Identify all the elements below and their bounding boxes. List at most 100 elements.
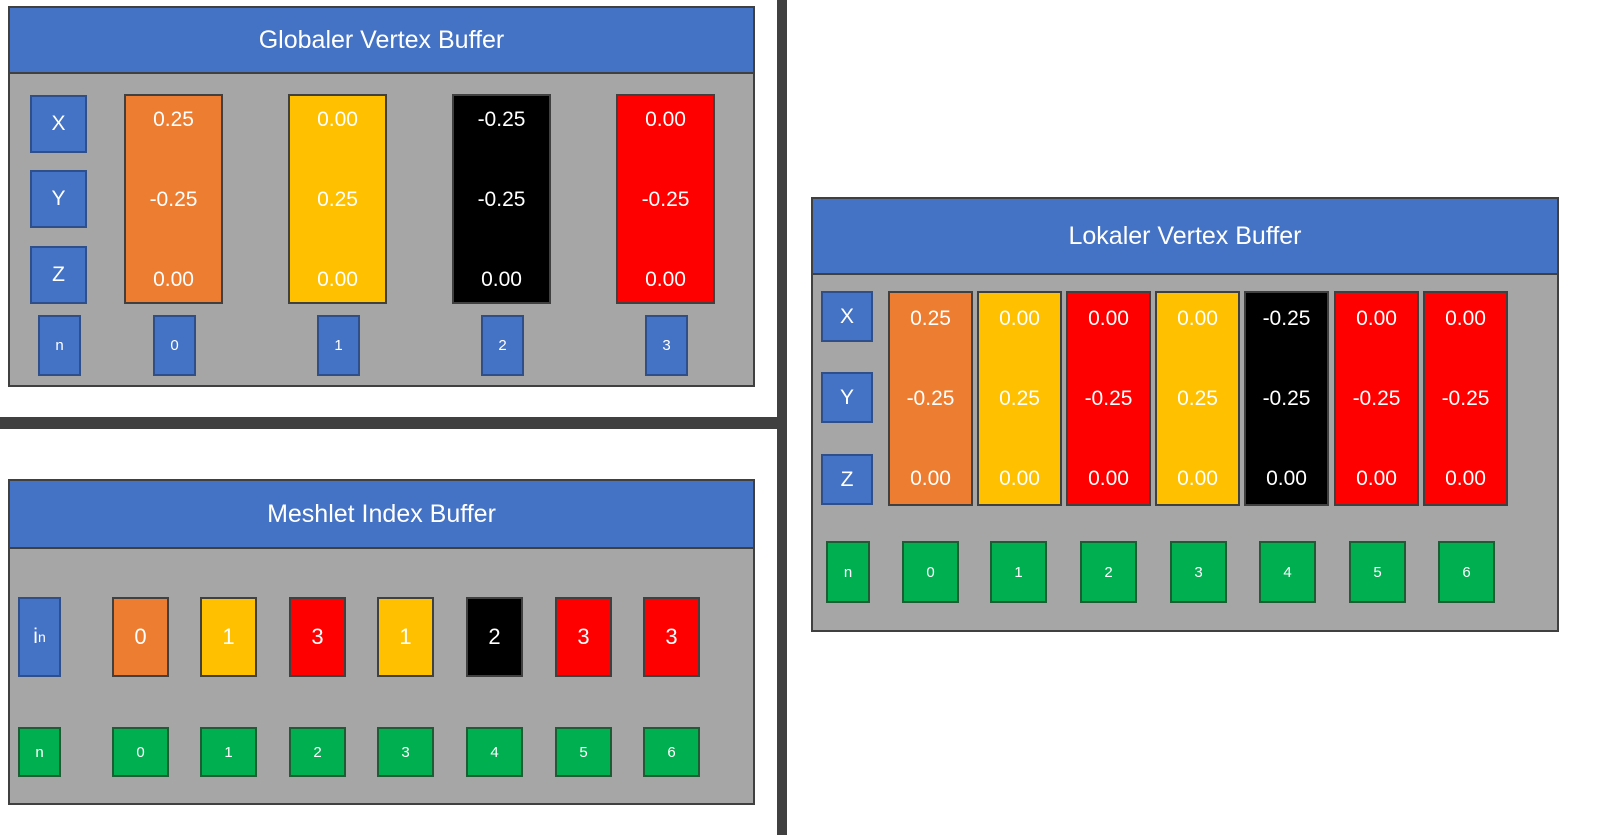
index-entry-value: 1 <box>399 624 412 649</box>
local-vertex-column: 0.00 -0.25 0.00 <box>1423 291 1508 506</box>
index-entry-n: 1 <box>224 743 233 761</box>
global-vertex-buffer-title: Globaler Vertex Buffer <box>10 8 753 74</box>
local-vertex-column: -0.25 -0.25 0.00 <box>1244 291 1329 506</box>
index-entry-n-box: 6 <box>643 727 700 777</box>
local-vertex-z-value: 0.00 <box>999 467 1040 490</box>
local-n-label-box: n <box>826 541 870 603</box>
global-axis-x-label: X <box>51 112 66 135</box>
global-axis-x-box: X <box>30 95 87 153</box>
local-vertex-x-value: 0.00 <box>999 307 1040 330</box>
index-n-label-box: n <box>18 727 61 777</box>
index-entry-box: 1 <box>377 597 434 677</box>
index-entry-box: 0 <box>112 597 169 677</box>
local-vertex-index: 6 <box>1462 563 1471 581</box>
index-entry-value: 1 <box>222 624 235 649</box>
index-label: i <box>33 625 38 648</box>
local-vertex-index: 0 <box>926 563 935 581</box>
local-axis-x-label: X <box>839 304 854 328</box>
index-entry-box: 3 <box>289 597 346 677</box>
global-vertex-column: 0.00 0.25 0.00 <box>288 94 387 304</box>
global-vertex-index: 0 <box>170 337 179 354</box>
local-vertex-buffer-title: Lokaler Vertex Buffer <box>813 199 1557 275</box>
local-vertex-y-value: -0.25 <box>1352 387 1401 410</box>
local-vertex-index-box: 0 <box>902 541 959 603</box>
local-vertex-y-value: 0.25 <box>1177 387 1218 410</box>
local-vertex-index-box: 4 <box>1259 541 1316 603</box>
global-vertex-column: 0.25 -0.25 0.00 <box>124 94 223 304</box>
global-vertex-x-value: 0.00 <box>317 108 358 131</box>
global-vertex-y-value: -0.25 <box>149 188 198 211</box>
local-vertex-index-box: 5 <box>1349 541 1406 603</box>
local-vertex-column: 0.25 -0.25 0.00 <box>888 291 973 506</box>
global-vertex-index: 2 <box>498 337 507 354</box>
local-vertex-x-value: 0.00 <box>1177 307 1218 330</box>
local-vertex-index-box: 6 <box>1438 541 1495 603</box>
index-entry-box: 3 <box>555 597 612 677</box>
index-entry-n: 5 <box>579 743 588 761</box>
global-vertex-index-box: 2 <box>481 315 524 376</box>
index-entry-box: 2 <box>466 597 523 677</box>
local-vertex-x-value: 0.00 <box>1356 307 1397 330</box>
horizontal-divider <box>0 417 787 429</box>
index-entry-n-box: 2 <box>289 727 346 777</box>
global-n-label-box: n <box>38 315 81 376</box>
index-entry-n: 0 <box>136 743 145 761</box>
index-entry-value: 2 <box>488 624 501 649</box>
global-vertex-column: -0.25 -0.25 0.00 <box>452 94 551 304</box>
local-vertex-index: 2 <box>1104 563 1113 581</box>
global-axis-y-label: Y <box>51 187 66 210</box>
global-vertex-index-box: 0 <box>153 315 196 376</box>
local-axis-y-label: Y <box>839 385 854 409</box>
index-entry-n: 2 <box>313 743 322 761</box>
local-vertex-y-value: -0.25 <box>1084 387 1133 410</box>
global-axis-z-box: Z <box>30 246 87 304</box>
index-entry-n-box: 5 <box>555 727 612 777</box>
local-vertex-z-value: 0.00 <box>1356 467 1397 490</box>
local-vertex-z-value: 0.00 <box>1177 467 1218 490</box>
local-vertex-column: 0.00 -0.25 0.00 <box>1066 291 1151 506</box>
index-entry-box: 1 <box>200 597 257 677</box>
meshlet-index-buffer-title: Meshlet Index Buffer <box>10 481 753 549</box>
global-vertex-column: 0.00 -0.25 0.00 <box>616 94 715 304</box>
local-vertex-column: 0.00 -0.25 0.00 <box>1334 291 1419 506</box>
local-axis-z-label: Z <box>840 467 854 491</box>
local-vertex-z-value: 0.00 <box>1445 467 1486 490</box>
global-vertex-index: 1 <box>334 337 343 354</box>
global-vertex-z-value: 0.00 <box>153 268 194 291</box>
local-vertex-index: 5 <box>1373 563 1382 581</box>
local-axis-z-box: Z <box>821 454 873 505</box>
index-entry-n: 3 <box>401 743 410 761</box>
global-vertex-x-value: 0.00 <box>645 108 686 131</box>
index-entry-n-box: 0 <box>112 727 169 777</box>
global-vertex-x-value: -0.25 <box>477 108 526 131</box>
local-axis-x-box: X <box>821 291 873 342</box>
local-vertex-index: 4 <box>1283 563 1292 581</box>
index-entry-n-box: 1 <box>200 727 257 777</box>
local-vertex-index: 3 <box>1194 563 1203 581</box>
global-vertex-z-value: 0.00 <box>481 268 522 291</box>
global-vertex-index-box: 3 <box>645 315 688 376</box>
local-vertex-column: 0.00 0.25 0.00 <box>977 291 1062 506</box>
local-vertex-x-value: 0.25 <box>910 307 951 330</box>
global-n-label: n <box>55 337 64 354</box>
local-vertex-y-value: -0.25 <box>1262 387 1311 410</box>
index-entry-value: 0 <box>134 624 147 649</box>
index-label-subscript: n <box>37 629 46 645</box>
index-entry-box: 3 <box>643 597 700 677</box>
global-vertex-index-box: 1 <box>317 315 360 376</box>
index-entry-value: 3 <box>311 624 324 649</box>
local-vertex-y-value: -0.25 <box>1441 387 1490 410</box>
local-axis-y-box: Y <box>821 372 873 423</box>
global-vertex-z-value: 0.00 <box>317 268 358 291</box>
local-vertex-index-box: 2 <box>1080 541 1137 603</box>
index-entry-value: 3 <box>577 624 590 649</box>
index-entry-n: 6 <box>667 743 676 761</box>
global-vertex-y-value: -0.25 <box>641 188 690 211</box>
global-vertex-y-value: 0.25 <box>317 188 358 211</box>
local-vertex-x-value: 0.00 <box>1088 307 1129 330</box>
global-vertex-y-value: -0.25 <box>477 188 526 211</box>
global-vertex-x-value: 0.25 <box>153 108 194 131</box>
